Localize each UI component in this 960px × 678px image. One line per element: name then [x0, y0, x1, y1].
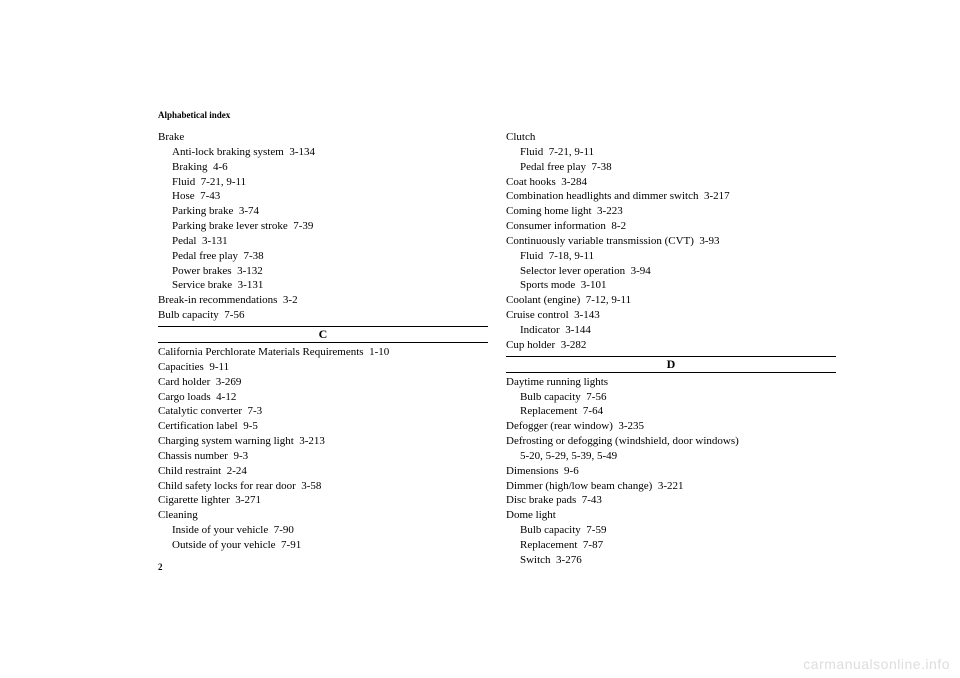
index-entry: Anti-lock braking system 3-134 [158, 145, 488, 160]
index-entry: Switch 3-276 [506, 553, 836, 568]
index-entry: Dome light [506, 508, 836, 523]
index-columns: BrakeAnti-lock braking system 3-134Braki… [158, 130, 838, 573]
index-entry: Selector lever operation 3-94 [506, 264, 836, 279]
index-entry: Disc brake pads 7-43 [506, 493, 836, 508]
section-letter-d: D [506, 356, 836, 373]
index-page: Alphabetical index BrakeAnti-lock brakin… [158, 110, 838, 573]
index-entry: Defogger (rear window) 3-235 [506, 419, 836, 434]
right-column: ClutchFluid 7-21, 9-11Pedal free play 7-… [506, 130, 836, 573]
index-entry: Catalytic converter 7-3 [158, 404, 488, 419]
watermark: carmanualsonline.info [803, 656, 950, 672]
index-entry: Dimensions 9-6 [506, 464, 836, 479]
index-entry: Parking brake 3-74 [158, 204, 488, 219]
index-entry: Child safety locks for rear door 3-58 [158, 479, 488, 494]
index-entry: Combination headlights and dimmer switch… [506, 189, 836, 204]
index-entry: Bulb capacity 7-59 [506, 523, 836, 538]
left-column: BrakeAnti-lock braking system 3-134Braki… [158, 130, 488, 573]
index-entry: Cruise control 3-143 [506, 308, 836, 323]
index-entry: Child restraint 2-24 [158, 464, 488, 479]
index-entry: Certification label 9-5 [158, 419, 488, 434]
index-entry: Clutch [506, 130, 836, 145]
index-entry: 5-20, 5-29, 5-39, 5-49 [506, 449, 836, 464]
index-entry: Braking 4-6 [158, 160, 488, 175]
index-entry: Fluid 7-21, 9-11 [158, 175, 488, 190]
index-entry: Replacement 7-87 [506, 538, 836, 553]
index-entry: Cup holder 3-282 [506, 338, 836, 353]
index-entry: Bulb capacity 7-56 [506, 390, 836, 405]
index-entry: Bulb capacity 7-56 [158, 308, 488, 323]
page-number: 2 [158, 561, 488, 573]
index-entry: Pedal free play 7-38 [506, 160, 836, 175]
index-entry: Pedal free play 7-38 [158, 249, 488, 264]
index-entry: Cargo loads 4-12 [158, 390, 488, 405]
index-entry: Service brake 3-131 [158, 278, 488, 293]
index-entry: Cigarette lighter 3-271 [158, 493, 488, 508]
index-entry: Defrosting or defogging (windshield, doo… [506, 434, 836, 449]
index-entry: Dimmer (high/low beam change) 3-221 [506, 479, 836, 494]
index-entry: Replacement 7-64 [506, 404, 836, 419]
index-entry: Continuously variable transmission (CVT)… [506, 234, 836, 249]
index-entry: Brake [158, 130, 488, 145]
index-entry: California Perchlorate Materials Require… [158, 345, 488, 360]
index-entry: Coolant (engine) 7-12, 9-11 [506, 293, 836, 308]
left-after-list: California Perchlorate Materials Require… [158, 345, 488, 553]
index-entry: Outside of your vehicle 7-91 [158, 538, 488, 553]
index-entry: Card holder 3-269 [158, 375, 488, 390]
index-entry: Indicator 3-144 [506, 323, 836, 338]
index-entry: Consumer information 8-2 [506, 219, 836, 234]
index-entry: Coat hooks 3-284 [506, 175, 836, 190]
index-entry: Coming home light 3-223 [506, 204, 836, 219]
page-header: Alphabetical index [158, 110, 838, 120]
index-entry: Cleaning [158, 508, 488, 523]
index-entry: Hose 7-43 [158, 189, 488, 204]
index-entry: Daytime running lights [506, 375, 836, 390]
index-entry: Capacities 9-11 [158, 360, 488, 375]
right-top-list: ClutchFluid 7-21, 9-11Pedal free play 7-… [506, 130, 836, 353]
right-after-list: Daytime running lightsBulb capacity 7-56… [506, 375, 836, 568]
index-entry: Pedal 3-131 [158, 234, 488, 249]
index-entry: Parking brake lever stroke 7-39 [158, 219, 488, 234]
index-entry: Charging system warning light 3-213 [158, 434, 488, 449]
section-letter-c: C [158, 326, 488, 343]
index-entry: Break-in recommendations 3-2 [158, 293, 488, 308]
index-entry: Power brakes 3-132 [158, 264, 488, 279]
index-entry: Inside of your vehicle 7-90 [158, 523, 488, 538]
index-entry: Fluid 7-21, 9-11 [506, 145, 836, 160]
left-top-list: BrakeAnti-lock braking system 3-134Braki… [158, 130, 488, 323]
index-entry: Sports mode 3-101 [506, 278, 836, 293]
index-entry: Chassis number 9-3 [158, 449, 488, 464]
index-entry: Fluid 7-18, 9-11 [506, 249, 836, 264]
